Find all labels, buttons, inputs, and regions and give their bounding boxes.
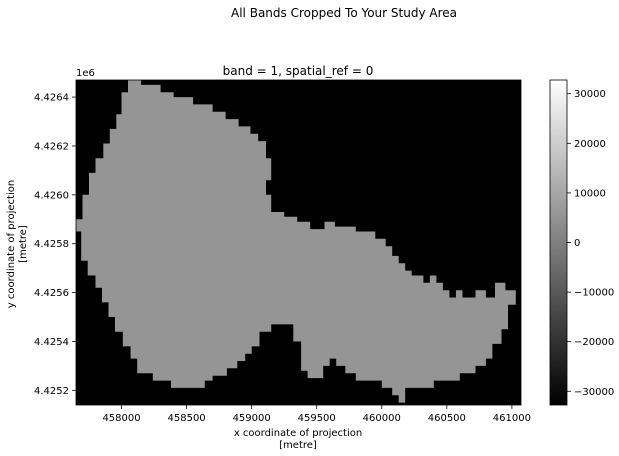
colorbar-tick-label: 10000	[574, 188, 606, 199]
x-tick-label: 458500	[168, 413, 206, 424]
y-tick-label: 4.4260	[34, 190, 69, 201]
colorbar-tick-label: −20000	[574, 337, 614, 348]
x-axis: 458000 458500 459000 459500 460000 460500 4610…	[102, 405, 531, 424]
colorbar-axis: 30000 20000 10000 0 −10000 −20000 −30000	[567, 89, 614, 398]
colorbar-tick-label: 20000	[574, 139, 606, 150]
axes-title: band = 1, spatial_ref = 0	[223, 64, 374, 78]
y-axis: 4.4252 4.4254 4.4256 4.4258 4.4260 4.4262 4.42…	[34, 93, 76, 397]
x-tick-label: 461000	[493, 413, 531, 424]
y-tick-label: 4.4262	[34, 141, 69, 152]
y-tick-label: 4.4258	[34, 239, 69, 250]
colorbar	[549, 79, 568, 406]
x-tick-label: 460000	[363, 413, 401, 424]
y-tick-label: 4.4254	[34, 337, 69, 348]
x-tick-label: 458000	[102, 413, 140, 424]
x-tick-label: 459000	[233, 413, 271, 424]
study-area-raster	[76, 80, 516, 403]
figure-suptitle: All Bands Cropped To Your Study Area	[231, 6, 457, 20]
x-tick-label: 459500	[298, 413, 336, 424]
y-tick-label: 4.4264	[34, 93, 69, 104]
colorbar-tick-label: 30000	[574, 89, 606, 100]
x-axis-unit: [metre]	[279, 440, 317, 451]
y-tick-label: 4.4256	[34, 288, 69, 299]
colorbar-tick-label: −30000	[574, 387, 614, 398]
plot-frame	[75, 79, 522, 406]
raster-layer	[76, 80, 516, 403]
y-axis-unit: [metre]	[18, 225, 29, 263]
y-offset-label: 1e6	[76, 68, 95, 79]
x-axis-label: x coordinate of projection	[234, 428, 362, 439]
y-tick-label: 4.4252	[34, 386, 69, 397]
y-axis-label: y coordinate of projection	[6, 180, 17, 308]
x-tick-label: 460500	[428, 413, 466, 424]
colorbar-tick-label: −10000	[574, 288, 614, 299]
colorbar-tick-label: 0	[574, 238, 580, 249]
